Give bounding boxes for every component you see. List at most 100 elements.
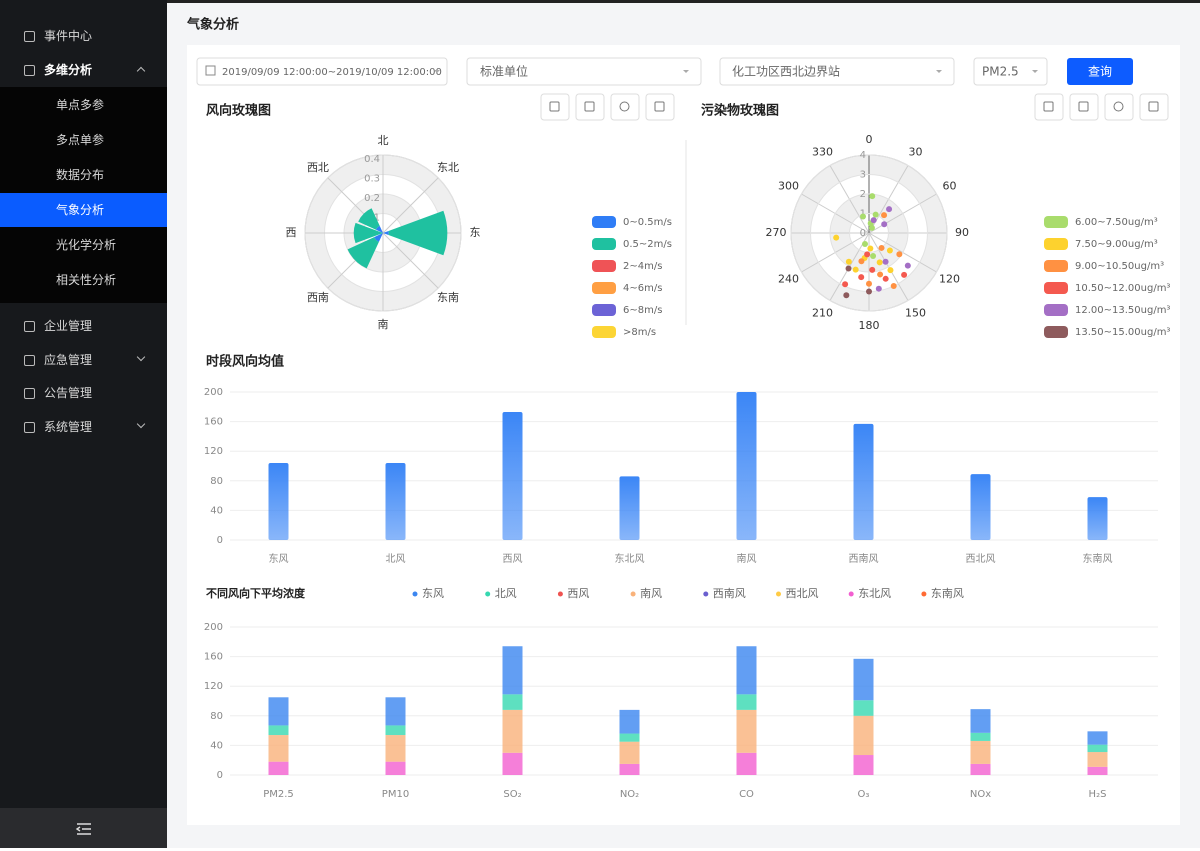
- bar-segment: [619, 709, 640, 734]
- bar-segment: [970, 740, 991, 764]
- submenu-item[interactable]: 多点单参: [0, 123, 167, 157]
- tool-icon: [1078, 101, 1089, 112]
- legend-dot: [557, 591, 563, 597]
- rose-segment: [353, 222, 383, 244]
- chart-title: 不同风向下平均浓度: [206, 586, 306, 600]
- menu-item[interactable]: 事件中心: [0, 19, 167, 53]
- tool-button[interactable]: [1069, 93, 1099, 121]
- y-tick-label: 160: [204, 417, 223, 428]
- legend-label: 西风: [567, 587, 589, 600]
- tool-button[interactable]: [575, 93, 605, 121]
- menu-label: 企业管理: [44, 319, 93, 333]
- point: [876, 259, 883, 266]
- point: [833, 234, 840, 241]
- bar-segment: [1087, 744, 1108, 753]
- menu-label: 多维分析: [44, 63, 93, 77]
- tool-button[interactable]: [540, 93, 570, 121]
- submenu-item[interactable]: 相关性分析: [0, 263, 167, 297]
- angle-label: 90: [955, 226, 969, 239]
- legend-label: 6.00~7.50ug/m³: [1075, 217, 1158, 228]
- legend-swatch: [592, 260, 616, 272]
- menu-item[interactable]: 应急管理: [0, 343, 167, 377]
- tool-icon: [549, 101, 560, 112]
- date-picker[interactable]: [196, 57, 448, 86]
- bar-segment: [502, 694, 523, 710]
- collapse-icon: [75, 823, 91, 835]
- submenu-item[interactable]: 光化学分析: [0, 228, 167, 262]
- submenu-item[interactable]: 数据分布: [0, 158, 167, 192]
- x-tick-label: O₃: [858, 789, 870, 800]
- page-title: 气象分析: [187, 17, 239, 33]
- direction-label: 南: [378, 318, 389, 331]
- tool-button[interactable]: [645, 93, 675, 121]
- legend-label: 南风: [640, 587, 662, 600]
- legend-label: 4~6m/s: [623, 283, 662, 294]
- legend-label: 6~8m/s: [623, 305, 662, 316]
- legend-dot: [848, 591, 854, 597]
- menu-label: 多点单参: [56, 133, 105, 147]
- point: [868, 224, 875, 231]
- direction-label: 西北: [307, 161, 329, 174]
- legend-swatch: [1044, 326, 1068, 338]
- legend-label: 2~4m/s: [623, 261, 662, 272]
- chart-title: 时段风向均值: [206, 354, 284, 370]
- angle-label: 150: [905, 307, 926, 320]
- menu-item[interactable]: 多维分析: [0, 53, 167, 87]
- legend-label: 13.50~15.00ug/m³: [1075, 327, 1170, 338]
- tool-button[interactable]: [610, 93, 640, 121]
- station-select[interactable]: [719, 57, 955, 86]
- bar-segment: [1087, 752, 1108, 767]
- calendar-icon: [205, 65, 216, 76]
- content: 2019/09/09 12:00:00~2019/10/09 12:00:00 …: [187, 45, 1180, 825]
- x-tick-label: 南风: [737, 552, 757, 565]
- point: [875, 285, 882, 292]
- tool-button[interactable]: [1139, 93, 1169, 121]
- menu-item[interactable]: 公告管理: [0, 376, 167, 410]
- dropdown-arrow: [1032, 70, 1038, 73]
- menu-label: 事件中心: [44, 29, 93, 43]
- legend-dot: [412, 591, 418, 597]
- y-tick-label: 40: [210, 505, 223, 516]
- legend-label: 9.00~10.50ug/m³: [1075, 261, 1164, 272]
- query-button[interactable]: [1067, 58, 1133, 85]
- point: [869, 266, 876, 273]
- menu-item[interactable]: 企业管理: [0, 309, 167, 343]
- collapse-button[interactable]: [0, 808, 167, 848]
- main: 气象分析 2019/09/09 12:00:00~2019/10/09 12:0…: [167, 0, 1200, 848]
- tool-button[interactable]: [1104, 93, 1134, 121]
- pollutant-select[interactable]: [973, 57, 1048, 86]
- tool-icon: [1113, 101, 1124, 112]
- menu-label: 相关性分析: [56, 273, 117, 287]
- legend-dot: [776, 591, 781, 597]
- bar: [970, 474, 991, 540]
- point: [858, 258, 865, 265]
- bar-segment: [268, 697, 289, 726]
- tool-icon: [584, 101, 595, 112]
- point: [845, 265, 852, 272]
- angle-label: 300: [778, 180, 799, 193]
- submenu-item[interactable]: 单点多参: [0, 88, 167, 122]
- point: [881, 212, 888, 219]
- bar: [853, 423, 874, 540]
- tool-icon: [1043, 101, 1054, 112]
- menu-item[interactable]: 系统管理: [0, 410, 167, 444]
- x-tick-label: PM10: [382, 789, 409, 800]
- x-tick-label: 北风: [386, 553, 406, 565]
- sidebar: 事件中心 多维分析 单点多参 多点单参 数据分布 气象分析 光化学分析 相关性分…: [0, 0, 167, 848]
- chart-title: 风向玫瑰图: [206, 103, 271, 119]
- y-tick-label: 80: [210, 476, 223, 487]
- bar-segment: [619, 741, 640, 764]
- submenu-item[interactable]: 气象分析: [0, 193, 167, 227]
- x-tick-label: SO₂: [503, 789, 521, 800]
- point: [878, 244, 885, 251]
- unit-select[interactable]: [466, 57, 702, 86]
- bar-segment: [736, 752, 757, 775]
- point: [904, 262, 911, 269]
- x-tick-label: 东南风: [1083, 552, 1113, 565]
- angle-label: 240: [778, 273, 799, 286]
- point: [901, 271, 908, 278]
- tool-button[interactable]: [1034, 93, 1064, 121]
- top-border: [167, 0, 1200, 3]
- dropdown-arrow: [434, 70, 440, 73]
